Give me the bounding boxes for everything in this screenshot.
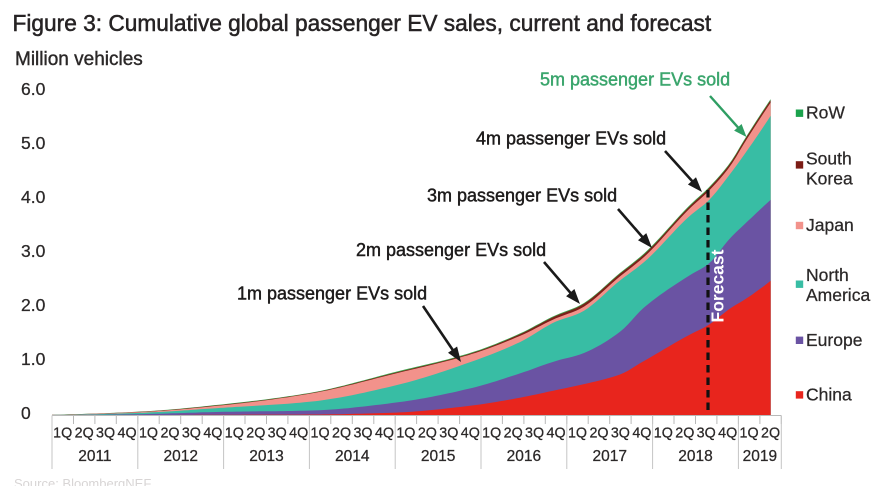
svg-text:1Q: 1Q <box>740 426 759 442</box>
svg-text:1Q: 1Q <box>654 426 673 442</box>
svg-text:Source: BloombergNEF: Source: BloombergNEF <box>14 476 151 486</box>
svg-text:6.0: 6.0 <box>21 79 46 99</box>
svg-text:5.0: 5.0 <box>21 133 46 153</box>
svg-text:China: China <box>806 385 852 405</box>
svg-text:2m passenger EVs sold: 2m passenger EVs sold <box>356 240 546 260</box>
svg-text:2013: 2013 <box>249 448 283 465</box>
svg-text:Japan: Japan <box>806 215 854 235</box>
svg-text:1.0: 1.0 <box>21 349 46 369</box>
svg-text:0: 0 <box>21 403 31 423</box>
svg-text:1Q: 1Q <box>53 426 72 442</box>
svg-text:Million vehicles: Million vehicles <box>15 49 143 70</box>
svg-text:2Q: 2Q <box>589 426 608 442</box>
svg-text:4Q: 4Q <box>375 426 394 442</box>
svg-text:4Q: 4Q <box>118 426 137 442</box>
svg-text:2Q: 2Q <box>675 426 694 442</box>
svg-text:2012: 2012 <box>163 448 197 465</box>
svg-text:3Q: 3Q <box>353 426 372 442</box>
svg-text:3Q: 3Q <box>525 426 544 442</box>
svg-text:2Q: 2Q <box>160 426 179 442</box>
svg-text:2Q: 2Q <box>504 426 523 442</box>
svg-text:3Q: 3Q <box>697 426 716 442</box>
svg-text:2.0: 2.0 <box>21 295 46 315</box>
svg-text:1Q: 1Q <box>225 426 244 442</box>
svg-text:4Q: 4Q <box>289 426 308 442</box>
svg-text:4Q: 4Q <box>632 426 651 442</box>
svg-text:South: South <box>806 149 852 169</box>
svg-text:North: North <box>806 265 849 285</box>
svg-text:3.0: 3.0 <box>21 241 46 261</box>
svg-text:Figure 3: Cumulative global pa: Figure 3: Cumulative global passenger EV… <box>13 10 712 36</box>
svg-text:4Q: 4Q <box>461 426 480 442</box>
svg-text:1m passenger EVs sold: 1m passenger EVs sold <box>237 284 427 304</box>
svg-text:2Q: 2Q <box>246 426 265 442</box>
svg-text:2Q: 2Q <box>418 426 437 442</box>
svg-text:RoW: RoW <box>806 103 845 123</box>
svg-text:3Q: 3Q <box>182 426 201 442</box>
svg-text:1Q: 1Q <box>568 426 587 442</box>
svg-text:1Q: 1Q <box>311 426 330 442</box>
svg-text:2Q: 2Q <box>332 426 351 442</box>
svg-text:3Q: 3Q <box>611 426 630 442</box>
svg-text:2016: 2016 <box>507 448 541 465</box>
svg-text:3Q: 3Q <box>268 426 287 442</box>
svg-text:1Q: 1Q <box>139 426 158 442</box>
svg-text:Forecast: Forecast <box>708 249 728 322</box>
svg-text:5m passenger EVs sold: 5m passenger EVs sold <box>540 70 730 90</box>
svg-text:4Q: 4Q <box>718 426 737 442</box>
svg-text:2014: 2014 <box>335 448 370 465</box>
svg-text:4m passenger EVs sold: 4m passenger EVs sold <box>476 129 666 149</box>
svg-text:2011: 2011 <box>78 448 111 465</box>
svg-text:3Q: 3Q <box>439 426 458 442</box>
svg-text:3m passenger EVs sold: 3m passenger EVs sold <box>427 186 617 206</box>
svg-text:2019: 2019 <box>743 448 777 465</box>
svg-text:4Q: 4Q <box>547 426 566 442</box>
svg-text:2017: 2017 <box>592 448 626 465</box>
svg-text:2Q: 2Q <box>761 426 780 442</box>
svg-text:4.0: 4.0 <box>21 187 46 207</box>
svg-text:1Q: 1Q <box>482 426 501 442</box>
svg-text:3Q: 3Q <box>96 426 115 442</box>
svg-text:1Q: 1Q <box>396 426 415 442</box>
svg-text:America: America <box>806 285 870 305</box>
svg-text:2018: 2018 <box>678 448 712 465</box>
svg-text:2015: 2015 <box>421 448 455 465</box>
svg-text:4Q: 4Q <box>203 426 222 442</box>
svg-text:Korea: Korea <box>806 169 853 189</box>
svg-text:Europe: Europe <box>806 330 862 350</box>
svg-text:2Q: 2Q <box>75 426 94 442</box>
